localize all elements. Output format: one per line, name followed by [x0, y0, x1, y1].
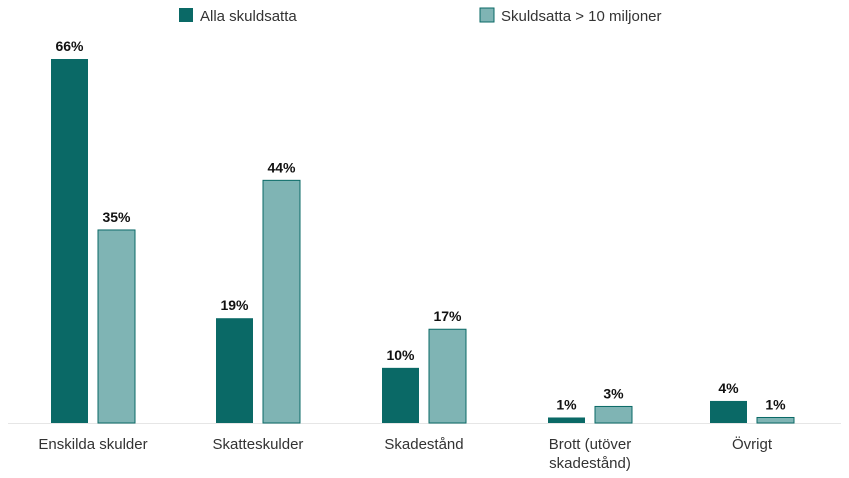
legend-swatch-skuldsatta-10-miljoner [479, 7, 495, 23]
legend: Alla skuldsatta Skuldsatta > 10 miljoner [179, 7, 662, 25]
bars-group [51, 59, 795, 424]
category-label-1: Enskilda skulder [38, 436, 147, 453]
bar-alla-skuldsatta-2 [216, 318, 253, 423]
value-labels-group: 66% 19% 10% 1% 4% 35% 44% 17% 3% 1% [55, 38, 786, 412]
value-label-alla-skuldsatta-3: 10% [386, 347, 415, 363]
value-label-skuldsatta-10-miljoner-5: 1% [765, 396, 786, 412]
category-label-line: Övrigt [732, 435, 773, 453]
bar-skuldsatta-10-miljoner-2 [262, 179, 301, 424]
category-label-3: Skadestånd [384, 436, 463, 453]
bar-alla-skuldsatta-3 [382, 367, 419, 423]
category-label-line: Enskilda skulder [38, 436, 147, 453]
bar-alla-skuldsatta-1 [51, 59, 88, 423]
category-label-line: Skatteskulder [213, 436, 304, 453]
category-label-line: Brott (utöver [549, 436, 632, 453]
bar-skuldsatta-10-miljoner-1 [97, 229, 136, 424]
category-label-line: Skadestånd [384, 436, 463, 453]
legend-label-alla-skuldsatta: Alla skuldsatta [200, 8, 297, 25]
category-label-2: Skatteskulder [213, 436, 304, 453]
bar-skuldsatta-10-miljoner-3 [428, 328, 467, 424]
value-label-alla-skuldsatta-4: 1% [556, 396, 577, 412]
value-label-alla-skuldsatta-5: 4% [718, 380, 739, 396]
value-label-alla-skuldsatta-1: 66% [55, 38, 84, 54]
bar-skuldsatta-10-miljoner-5 [756, 416, 795, 424]
value-label-alla-skuldsatta-2: 19% [220, 297, 249, 313]
category-labels-group: Enskilda skulder Skatteskulder Skadestånd B… [38, 435, 772, 472]
legend-swatch-alla-skuldsatta [179, 8, 193, 22]
value-label-skuldsatta-10-miljoner-4: 3% [603, 385, 624, 401]
bar-alla-skuldsatta-5 [710, 400, 747, 423]
category-label-line: skadestånd) [549, 455, 631, 472]
category-label-4: Brott (utöver skadestånd) [549, 436, 632, 472]
value-label-skuldsatta-10-miljoner-1: 35% [102, 209, 131, 225]
value-label-skuldsatta-10-miljoner-2: 44% [267, 159, 296, 175]
legend-label-skuldsatta-10-miljoner: Skuldsatta > 10 miljoner [501, 8, 662, 25]
bar-alla-skuldsatta-4 [548, 417, 585, 423]
value-label-skuldsatta-10-miljoner-3: 17% [433, 308, 462, 324]
bar-skuldsatta-10-miljoner-4 [594, 405, 633, 424]
category-label-5: Övrigt [732, 435, 773, 453]
